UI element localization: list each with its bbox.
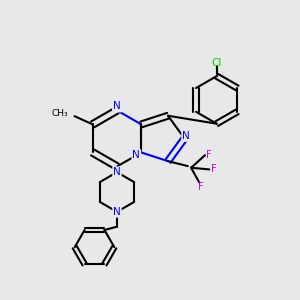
Text: N: N bbox=[133, 150, 140, 160]
Text: F: F bbox=[211, 164, 216, 174]
Text: CH₃: CH₃ bbox=[52, 109, 69, 118]
Text: N: N bbox=[182, 131, 190, 141]
Text: N: N bbox=[113, 167, 121, 177]
Text: N: N bbox=[113, 207, 121, 217]
Text: N: N bbox=[133, 150, 140, 160]
Text: N: N bbox=[113, 207, 121, 217]
Text: N: N bbox=[113, 167, 121, 177]
Text: N: N bbox=[113, 101, 121, 111]
Text: F: F bbox=[206, 149, 212, 160]
Text: Cl: Cl bbox=[212, 58, 222, 68]
Text: N: N bbox=[113, 101, 121, 111]
Text: F: F bbox=[198, 182, 204, 192]
Text: N: N bbox=[182, 131, 190, 141]
